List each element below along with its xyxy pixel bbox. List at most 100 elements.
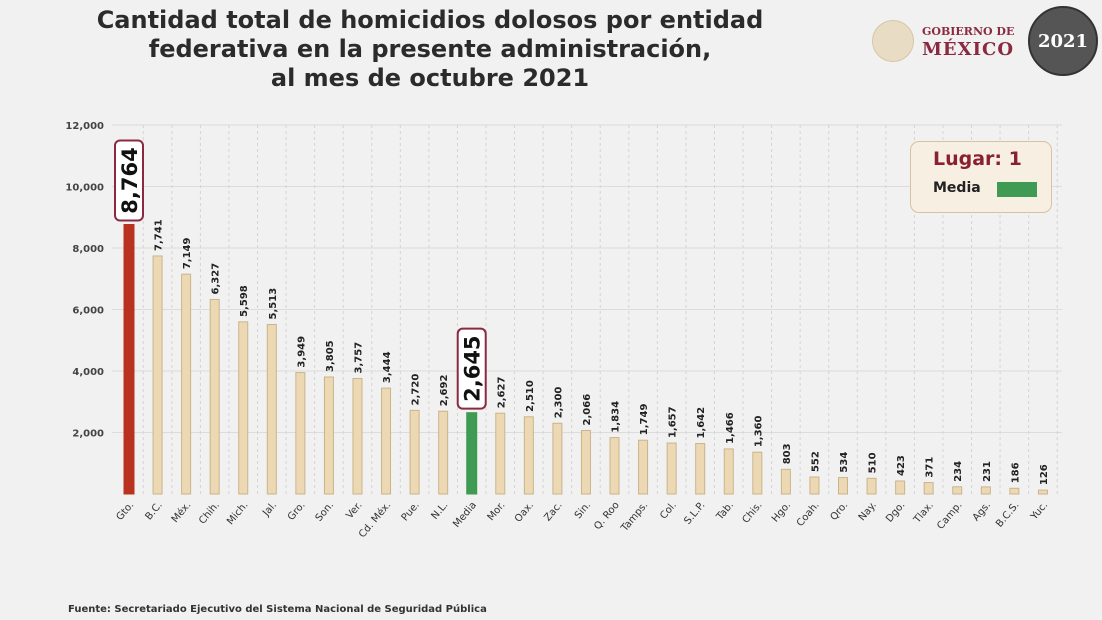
bar-ags [980, 486, 991, 495]
gobierno-logo: GOBIERNO DE MÉXICO [872, 20, 1014, 62]
x-tick-label: Ver. [344, 500, 364, 521]
x-tick-label: Zac. [542, 500, 564, 524]
value-label: 234 [953, 461, 964, 482]
x-tick-label: Oax. [513, 500, 536, 525]
bar-chis [752, 451, 763, 495]
legend-media-label: Media [933, 180, 981, 196]
y-tick-label: 4,000 [72, 367, 104, 378]
x-tick-label: Mich. [225, 500, 250, 527]
bar-zac [552, 422, 563, 495]
value-label: 371 [925, 457, 936, 478]
value-label: 1,657 [668, 406, 679, 438]
bar-col [666, 442, 677, 495]
bar-chih [209, 298, 220, 495]
x-tick-label: Qro. [828, 500, 850, 523]
bar-tab [723, 448, 734, 495]
bar-yuc [1037, 489, 1048, 495]
x-tick-label: Media [451, 500, 479, 530]
value-label: 8,764 [118, 147, 142, 213]
value-label: 423 [896, 455, 907, 476]
x-tick-label: B.C. [143, 500, 164, 523]
value-label: 2,510 [525, 380, 536, 412]
bar-nl [438, 410, 449, 495]
value-label: 7,149 [182, 237, 193, 269]
bar-oax [523, 416, 534, 495]
x-tick-label: Pue. [400, 500, 422, 524]
value-label: 510 [868, 452, 879, 473]
bar-slp [695, 443, 706, 495]
x-tick-label: Yuc. [1028, 500, 1050, 523]
value-label: 534 [839, 452, 850, 473]
bar-qroo [609, 437, 620, 495]
bar-son [323, 376, 334, 495]
x-tick-label: Jal. [260, 500, 279, 519]
page-title: Cantidad total de homicidios dolosos por… [40, 6, 820, 93]
x-tick-label: Hgo. [770, 500, 793, 525]
logo-line-1: GOBIERNO DE [922, 25, 1015, 38]
bar-gto [123, 224, 135, 495]
value-label: 2,645 [461, 335, 485, 401]
x-tick-label: Nay. [857, 500, 879, 523]
bar-hgo [780, 468, 791, 495]
value-label: 2,627 [496, 377, 507, 409]
2021-badge: 2021 [1028, 6, 1098, 76]
bar-ver [352, 377, 363, 495]
value-label: 126 [1039, 464, 1050, 485]
bar-nay [866, 477, 877, 495]
bar-tamps [638, 439, 649, 495]
value-label: 2,066 [582, 394, 593, 426]
value-label: 1,642 [696, 407, 707, 439]
bar-bcs [1009, 487, 1020, 495]
x-tick-label: Chih. [197, 500, 222, 527]
title-line-2: federativa en la presente administración… [148, 35, 712, 63]
y-tick-label: 6,000 [72, 306, 104, 317]
value-label: 1,749 [639, 404, 650, 436]
title-line-3: al mes de octubre 2021 [270, 64, 590, 92]
bar-gro [295, 372, 306, 495]
value-label: 2,300 [553, 387, 564, 419]
value-label: 5,513 [268, 288, 279, 320]
y-tick-label: 2,000 [72, 429, 104, 440]
source-note: Fuente: Secretariado Ejecutivo del Siste… [68, 604, 487, 615]
value-label: 7,741 [154, 219, 165, 251]
x-tick-label: Gto. [115, 500, 137, 523]
bar-qro [838, 477, 848, 495]
x-tick-label: Méx. [169, 499, 193, 525]
x-tick-label: Chis. [740, 500, 764, 526]
title-line-1: Cantidad total de homicidios dolosos por… [96, 6, 764, 34]
legend: Lugar: 1 Media [910, 141, 1052, 213]
x-tick-label: Coah. [795, 500, 822, 529]
value-label: 5,598 [239, 285, 250, 317]
x-tick-label: Gro. [286, 500, 308, 523]
value-label: 3,757 [353, 342, 364, 374]
bar-camp [952, 486, 963, 495]
rank-label: Lugar: 1 [933, 148, 1022, 170]
y-tick-label: 12,000 [65, 121, 104, 132]
value-label: 3,444 [382, 351, 393, 383]
bar-tlax [923, 482, 934, 495]
y-tick-label: 10,000 [65, 183, 104, 194]
x-tick-label: Ags. [971, 500, 993, 524]
bar-media [466, 412, 478, 495]
bar-mor [495, 412, 506, 495]
value-label: 1,466 [725, 412, 736, 444]
value-label-box [456, 327, 487, 410]
value-label-box [114, 139, 144, 222]
value-label: 3,949 [296, 336, 307, 368]
bar-mx [181, 273, 192, 495]
y-tick-label: 8,000 [72, 244, 104, 255]
value-label: 552 [810, 451, 821, 472]
x-tick-label: Dgo. [884, 500, 907, 525]
x-tick-label: Tlax. [911, 500, 936, 526]
x-tick-label: Q. Roo [592, 500, 622, 532]
x-tick-label: B.C.S. [994, 500, 1022, 530]
x-tick-label: Tamps. [619, 500, 651, 535]
value-label: 1,360 [753, 416, 764, 448]
bar-mich [238, 321, 249, 495]
x-tick-label: S.L.P. [682, 500, 707, 527]
value-label: 2,720 [411, 374, 422, 406]
bar-dgo [895, 480, 906, 495]
bar-coah [809, 476, 820, 495]
seal-icon [872, 20, 914, 62]
